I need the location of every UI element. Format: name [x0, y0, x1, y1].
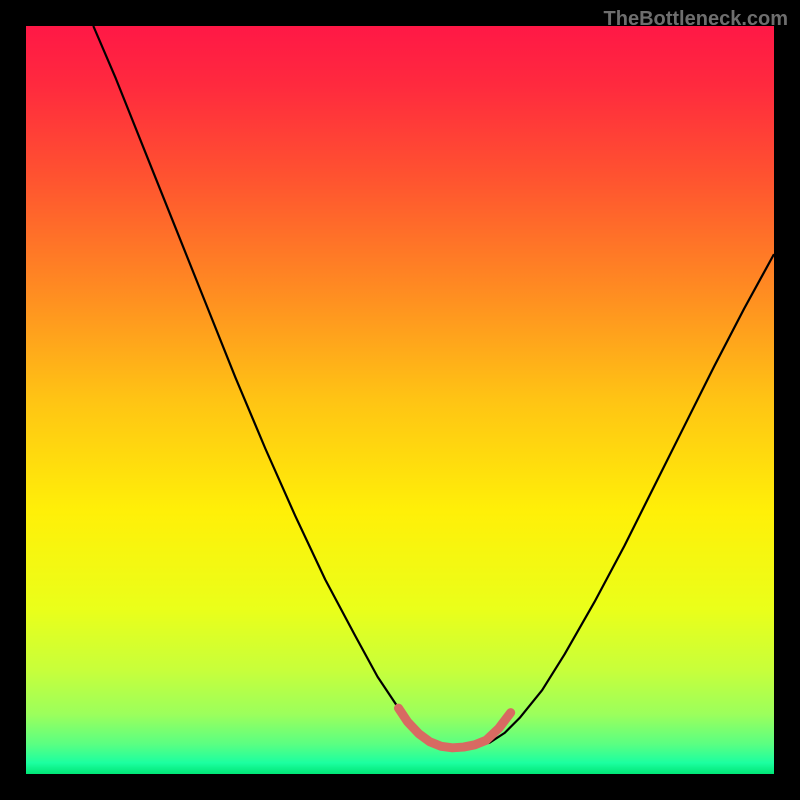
chart-svg — [0, 0, 800, 800]
watermark-text: TheBottleneck.com — [604, 8, 788, 31]
plot-background — [26, 26, 774, 774]
chart-container: TheBottleneck.com — [0, 0, 800, 800]
